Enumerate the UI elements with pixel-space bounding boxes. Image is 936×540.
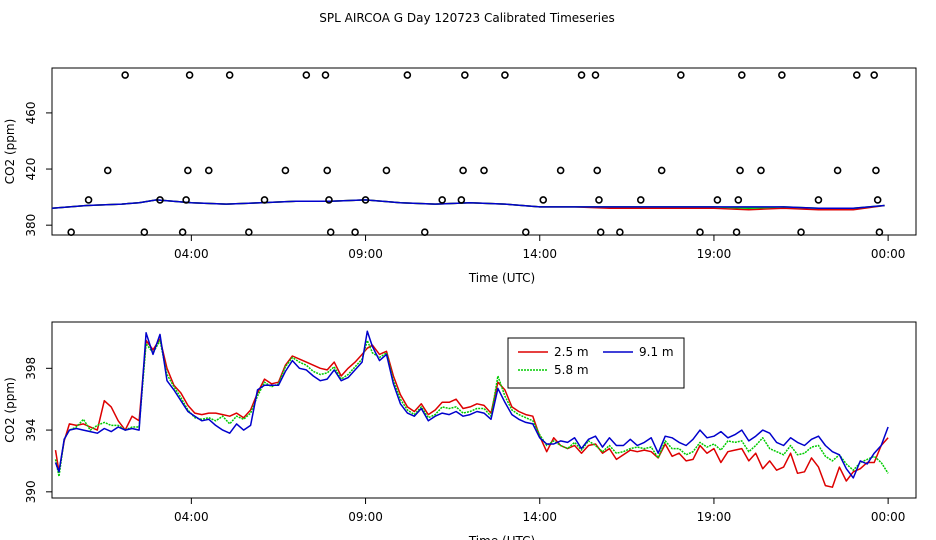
- calibration-point: [501, 71, 509, 79]
- x-tick-label: 04:00: [174, 510, 209, 524]
- calibration-point: [593, 166, 602, 175]
- calibration-point: [403, 71, 412, 79]
- y-tick-label: 398: [24, 357, 38, 380]
- y-tick-label: 460: [24, 101, 38, 124]
- calibration-point: [616, 228, 624, 236]
- series-line-9-1-m: [51, 199, 885, 210]
- calibration-point: [302, 71, 311, 79]
- calibration-point: [382, 166, 391, 175]
- y-tick-label: 394: [24, 419, 38, 442]
- calibration-point: [797, 228, 805, 236]
- calibration-point: [556, 166, 565, 175]
- calibration-point: [873, 196, 882, 204]
- x-tick-label: 00:00: [871, 247, 906, 261]
- calibration-point: [734, 196, 743, 204]
- calibration-point: [539, 196, 548, 204]
- calibration-point: [732, 228, 741, 236]
- tower-heights-panel: 04:00 09:00 14:00 19:00 00:00 Time (UTC) 390 39…: [3, 321, 917, 540]
- calibration-point: [636, 196, 645, 204]
- calibration-point: [67, 228, 75, 236]
- calibration-point: [245, 228, 253, 236]
- legend-box: [507, 337, 685, 389]
- x-tick-label: 14:00: [522, 510, 557, 524]
- calibration-point: [757, 166, 765, 175]
- y-tick-label: 420: [24, 158, 38, 181]
- x-tick-label: 09:00: [348, 247, 383, 261]
- calibration-point: [438, 196, 446, 204]
- calibration-point: [677, 71, 685, 79]
- y-axis-label: CO2 (ppm): [3, 119, 17, 185]
- calibration-point: [321, 71, 330, 79]
- calibration-point: [596, 228, 605, 236]
- calibration-point: [185, 71, 194, 79]
- calibration-point: [738, 71, 746, 79]
- calibration-point: [595, 196, 603, 204]
- series-line-5-8-m: [54, 339, 889, 478]
- x-tick-label: 00:00: [871, 510, 906, 524]
- calibration-point: [875, 228, 884, 236]
- calibration-point: [461, 71, 469, 79]
- calibration-point: [178, 228, 187, 236]
- calibration-point: [459, 166, 467, 175]
- calibration-point: [121, 71, 129, 79]
- calibration-point: [591, 71, 600, 79]
- legend-label: 5.8 m: [554, 363, 589, 377]
- calibration-point: [351, 228, 359, 236]
- calibration-point: [420, 228, 429, 236]
- legend: 2.5 m 5.8 m 9.1 m: [507, 337, 685, 389]
- calibration-point: [204, 166, 213, 175]
- calibration-point: [870, 71, 878, 79]
- calibration-point: [84, 196, 93, 204]
- calibration-point: [833, 166, 842, 175]
- calibration-point: [872, 166, 880, 175]
- calibration-point: [326, 228, 335, 236]
- calibration-point: [713, 196, 722, 204]
- x-tick-label: 04:00: [174, 247, 209, 261]
- calibration-point: [156, 196, 164, 204]
- calibration-point: [522, 228, 530, 236]
- calibration-point: [182, 196, 190, 204]
- x-axis-label: Time (UTC): [468, 534, 535, 540]
- y-tick-label: 380: [24, 214, 38, 237]
- calibration-point: [852, 71, 861, 79]
- calibration-point: [657, 166, 666, 175]
- calibration-point: [361, 196, 370, 204]
- calibration-point: [778, 71, 786, 79]
- calibration-point: [814, 196, 823, 204]
- x-tick-label: 19:00: [697, 247, 732, 261]
- calibration-point: [480, 166, 488, 175]
- calibration-point: [325, 196, 333, 204]
- legend-label: 2.5 m: [554, 345, 589, 359]
- figure-title: SPL AIRCOA G Day 120723 Calibrated Times…: [319, 11, 614, 25]
- calibration-point: [184, 166, 192, 175]
- y-tick-label: 390: [24, 480, 38, 503]
- plot-frame: [51, 321, 917, 499]
- y-axis-label: CO2 (ppm): [3, 377, 17, 443]
- calibration-point: [281, 166, 290, 175]
- calibration-point: [323, 166, 332, 175]
- x-tick-label: 19:00: [697, 510, 732, 524]
- calibration-point: [140, 228, 149, 236]
- x-axis-label: Time (UTC): [468, 271, 535, 285]
- x-tick-label: 14:00: [522, 247, 557, 261]
- series-line-9-1-m: [54, 330, 889, 479]
- calibration-point: [225, 71, 234, 79]
- calibration-point: [736, 166, 744, 175]
- calibrated-overview-panel: 04:00 09:00 14:00 19:00 00:00 Time (UTC) 380 42…: [3, 67, 917, 285]
- calibration-point: [696, 228, 704, 236]
- calibration-point: [260, 196, 269, 204]
- x-tick-label: 09:00: [348, 510, 383, 524]
- plot-frame: [51, 67, 917, 236]
- calibration-point: [577, 71, 586, 79]
- series-line-2-5-m: [54, 338, 889, 488]
- calibration-point: [103, 166, 112, 175]
- calibration-point: [457, 196, 466, 204]
- legend-label: 9.1 m: [639, 345, 674, 359]
